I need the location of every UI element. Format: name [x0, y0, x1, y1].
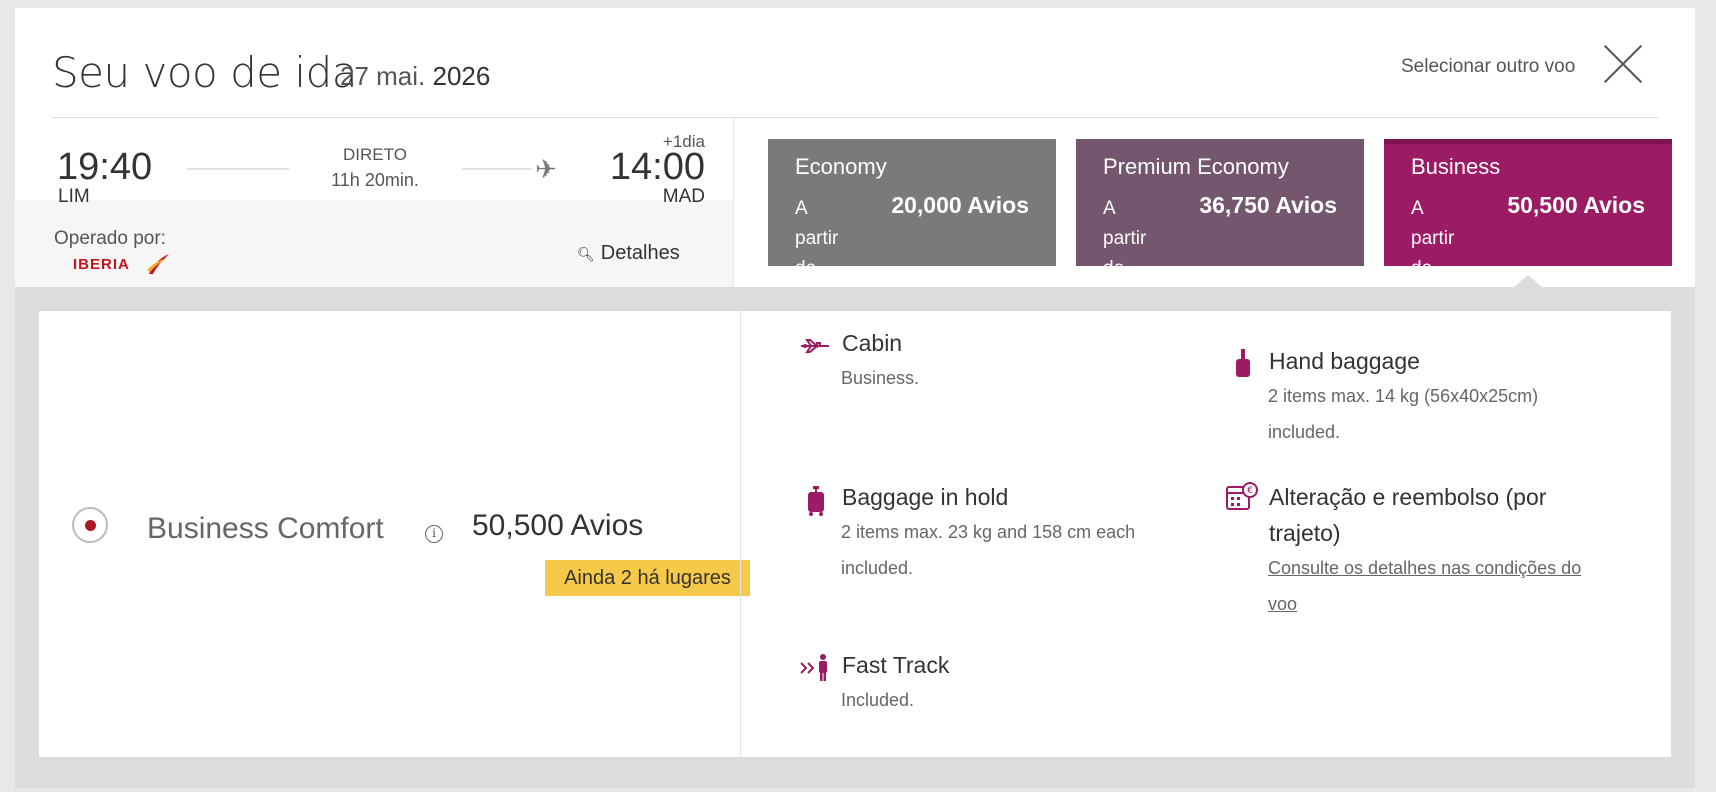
route-line — [187, 168, 289, 170]
fast-track-desc: Included. — [841, 690, 915, 710]
flight-conditions-link-2[interactable]: voo — [1268, 586, 1297, 622]
fare-option-name: Business Comfort — [147, 512, 384, 545]
fare-card-from: A partir de — [1411, 198, 1455, 266]
fare-card-price: 36,750 Avios — [1199, 192, 1337, 218]
page-title: Seu voo de ida — [52, 48, 358, 97]
magnifier-icon: 🔍︎ — [577, 246, 595, 262]
fare-card-premium-economy[interactable]: Premium Economy A partir de 36,750 Avios — [1076, 139, 1364, 266]
change-refund-title-2: trajeto) — [1269, 520, 1341, 546]
flight-date-year: 2026 — [432, 61, 491, 91]
hand-baggage-desc-2: included. — [1268, 422, 1341, 442]
plane-icon: ✈ — [535, 154, 557, 184]
iberia-logo-mark — [147, 254, 169, 274]
details-label: Detalhes — [600, 242, 680, 264]
header-divider — [52, 117, 1658, 118]
fare-option-price: 50,500 Avios — [472, 509, 644, 542]
fare-card-from: A partir de — [1103, 198, 1147, 266]
fare-card-name: Premium Economy — [1103, 154, 1289, 179]
calendar-refund-icon: € — [1226, 482, 1258, 510]
close-icon[interactable] — [1603, 44, 1643, 84]
hold-baggage-desc-1: 2 items max. 23 kg and 158 cm each — [841, 522, 1136, 542]
operated-by-label: Operado por: — [54, 228, 166, 249]
flight-duration: 11h 20min. — [331, 170, 419, 190]
details-link[interactable]: 🔍︎ Detalhes — [577, 242, 680, 265]
cabin-title: Cabin — [842, 330, 903, 356]
departure-time: 19:40 — [57, 146, 153, 188]
fare-option-radio[interactable] — [72, 507, 108, 543]
flight-date: 27 mai. 2026 — [340, 61, 490, 92]
fare-card-name: Business — [1411, 154, 1501, 179]
select-other-flight-link[interactable]: Selecionar outro voo — [1401, 56, 1576, 77]
fare-card-business[interactable]: Business A partir de 50,500 Avios — [1384, 139, 1672, 266]
section-divider — [733, 118, 734, 287]
iberia-logo-text: IBERIA — [73, 256, 130, 273]
hold-baggage-icon — [808, 486, 824, 516]
route-line — [462, 168, 532, 170]
fast-track-title: Fast Track — [842, 652, 950, 678]
flight-conditions-link-1[interactable]: Consulte os detalhes nas condições do — [1268, 550, 1581, 586]
departure-airport-code: LIM — [58, 186, 90, 207]
hold-baggage-desc-2: included. — [841, 558, 914, 578]
fast-track-icon — [800, 654, 827, 681]
change-refund-title-1: Alteração e reembolso (por — [1269, 484, 1547, 510]
fare-card-from: A partir de — [795, 198, 839, 266]
fare-card-price: 20,000 Avios — [891, 192, 1029, 218]
cabin-desc: Business. — [841, 368, 920, 388]
info-icon[interactable]: i — [425, 525, 443, 543]
day-offset: +1dia — [662, 132, 705, 151]
svg-text:€: € — [1247, 486, 1253, 496]
fare-card-name: Economy — [795, 154, 887, 179]
flight-info: 19:40 LIM DIRETO 11h 20min. ✈ +1dia 14:0… — [15, 118, 733, 287]
hold-baggage-title: Baggage in hold — [842, 484, 1009, 510]
arrival-airport-code: MAD — [662, 186, 705, 207]
fare-card-price: 50,500 Avios — [1507, 192, 1645, 218]
arrival-time: 14:00 — [609, 146, 705, 188]
flight-conditions-link-text-1[interactable]: Consulte os detalhes nas condições do — [1268, 558, 1582, 578]
iberia-logo: IBERIA — [73, 252, 173, 278]
flight-date-day-month: 27 mai. — [340, 61, 426, 91]
airplane-cabin-icon — [801, 339, 829, 353]
hand-baggage-icon — [1236, 349, 1250, 377]
flight-selection-panel: Seu voo de ida 27 mai. 2026 Selecionar o… — [15, 8, 1695, 788]
fare-card-economy[interactable]: Economy A partir de 20,000 Avios — [768, 139, 1056, 266]
stop-type: DIRETO — [343, 145, 407, 164]
flight-summary-area: Seu voo de ida 27 mai. 2026 Selecionar o… — [15, 8, 1695, 287]
flight-conditions-link-text-2[interactable]: voo — [1268, 594, 1298, 614]
card-divider — [740, 311, 741, 757]
selected-fare-pointer — [1514, 275, 1542, 287]
hand-baggage-desc-1: 2 items max. 14 kg (56x40x25cm) — [1268, 386, 1539, 406]
seats-left-badge: Ainda 2 há lugares — [545, 560, 750, 596]
fare-option-card: Business Comfort i 50,500 Avios Ainda 2 … — [39, 311, 1671, 757]
hand-baggage-title: Hand baggage — [1269, 348, 1420, 374]
